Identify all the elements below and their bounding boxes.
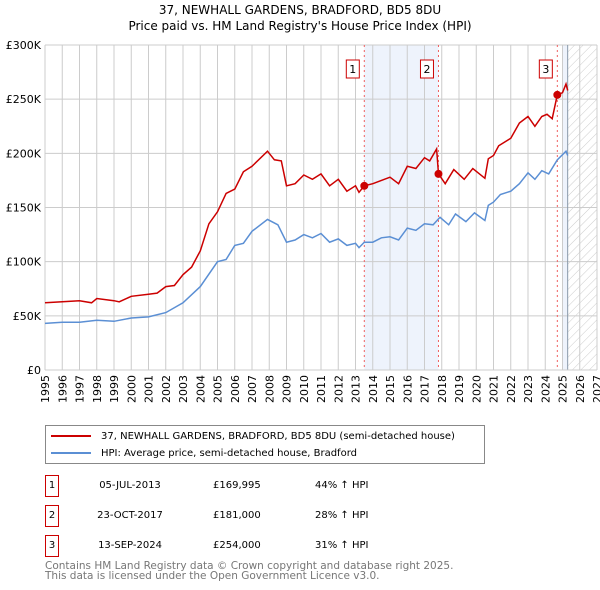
legend-item-property: 37, NEWHALL GARDENS, BRADFORD, BD5 8DU (… xyxy=(51,428,455,444)
legend-label-property: 37, NEWHALL GARDENS, BRADFORD, BD5 8DU (… xyxy=(101,430,455,442)
legend-swatch-property xyxy=(51,435,91,437)
footer-line1: Contains HM Land Registry data © Crown c… xyxy=(45,560,454,572)
x-tick-label: 2022 xyxy=(505,375,518,403)
x-tick-label: 2018 xyxy=(436,375,449,403)
x-tick-label: 2021 xyxy=(488,375,501,403)
x-tick-label: 2019 xyxy=(453,375,466,403)
x-tick-label: 1996 xyxy=(56,375,69,403)
sale-label: 1 xyxy=(349,63,356,76)
x-tick-label: 1998 xyxy=(91,375,104,403)
x-tick-label: 2009 xyxy=(281,375,294,403)
x-tick-label: 1997 xyxy=(74,375,87,403)
y-tick-label: £200K xyxy=(6,147,42,160)
transaction-row: 3 13-SEP-2024 £254,000 31% ↑ HPI xyxy=(45,535,600,557)
sale-label-box: 3 xyxy=(538,59,553,79)
sale-label-border xyxy=(538,59,553,79)
transaction-price: £169,995 xyxy=(213,480,261,491)
x-tick-label: 2016 xyxy=(401,375,414,403)
chart-title: 37, NEWHALL GARDENS, BRADFORD, BD5 8DU xyxy=(158,3,442,17)
transaction-badge: 2 xyxy=(45,505,59,527)
x-tick-label: 2027 xyxy=(591,375,600,403)
transaction-row: 2 23-OCT-2017 £181,000 28% ↑ HPI xyxy=(45,505,600,527)
x-tick-label: 2013 xyxy=(350,375,363,403)
transaction-badge: 1 xyxy=(45,475,59,497)
chart-subtitle: Price paid vs. HM Land Registry's House … xyxy=(128,19,472,33)
hpi-line xyxy=(44,149,569,325)
x-tick-label: 2008 xyxy=(263,375,276,403)
sale-label-box: 2 xyxy=(419,59,434,79)
transaction-delta: 31% ↑ HPI xyxy=(315,540,369,551)
x-tick-label: 2026 xyxy=(574,375,587,403)
y-tick-label: £50K xyxy=(13,310,42,323)
transaction-date: 23-OCT-2017 xyxy=(97,510,163,521)
sale-label-border xyxy=(345,59,360,79)
x-tick-label: 2004 xyxy=(194,375,207,403)
transaction-price: £181,000 xyxy=(213,510,261,521)
sale-label-border xyxy=(419,59,434,79)
y-tick-label: £150K xyxy=(6,202,42,215)
x-tick-label: 2011 xyxy=(315,375,328,403)
x-tick-label: 1995 xyxy=(39,375,52,403)
x-tick-label: 2010 xyxy=(298,375,311,403)
y-tick-label: £100K xyxy=(6,256,42,269)
y-tick-label: £300K xyxy=(6,39,42,52)
transaction-badge: 3 xyxy=(45,535,59,557)
x-tick-label: 2000 xyxy=(125,375,138,403)
sale-label-box: 1 xyxy=(345,59,360,79)
x-tick-label: 2017 xyxy=(419,375,432,403)
transaction-price: £254,000 xyxy=(213,540,261,551)
sale-point xyxy=(360,181,369,190)
y-tick-label: £0 xyxy=(27,364,41,377)
footer: Contains HM Land Registry data © Crown c… xyxy=(45,560,454,582)
transaction-delta: 28% ↑ HPI xyxy=(315,510,369,521)
x-tick-label: 1999 xyxy=(108,375,121,403)
x-tick-label: 2006 xyxy=(229,375,242,403)
x-tick-label: 2024 xyxy=(539,375,552,403)
legend: 37, NEWHALL GARDENS, BRADFORD, BD5 8DU (… xyxy=(45,425,485,464)
x-tick-label: 2007 xyxy=(246,375,259,403)
x-tick-label: 2014 xyxy=(367,375,380,403)
sale-point xyxy=(553,90,562,99)
sale-label: 3 xyxy=(542,63,549,76)
transaction-row: 1 05-JUL-2013 £169,995 44% ↑ HPI xyxy=(45,475,600,497)
sale-point xyxy=(434,169,443,178)
transaction-date: 13-SEP-2024 xyxy=(98,540,162,551)
sale-label: 2 xyxy=(423,63,430,76)
x-tick-label: 2003 xyxy=(177,375,190,403)
property-price-line xyxy=(44,81,569,304)
x-tick-label: 2001 xyxy=(143,375,156,403)
legend-item-hpi: HPI: Average price, semi-detached house,… xyxy=(51,445,357,461)
footer-line2: This data is licensed under the Open Gov… xyxy=(45,570,380,582)
legend-label-hpi: HPI: Average price, semi-detached house,… xyxy=(101,447,357,459)
transaction-date: 05-JUL-2013 xyxy=(99,480,161,491)
x-tick-label: 2002 xyxy=(160,375,173,403)
x-tick-label: 2012 xyxy=(332,375,345,403)
x-tick-label: 2025 xyxy=(557,375,570,403)
x-tick-label: 2015 xyxy=(384,375,397,403)
x-tick-label: 2005 xyxy=(212,375,225,403)
transaction-delta: 44% ↑ HPI xyxy=(315,480,369,491)
price-chart: 1995 1996 1997 1998 1999 2000 2001 2002 2003 2004… xyxy=(6,39,600,403)
y-tick-label: £250K xyxy=(6,93,42,106)
x-tick-label: 2023 xyxy=(522,375,535,403)
x-tick-label: 2020 xyxy=(470,375,483,403)
legend-swatch-hpi xyxy=(51,452,91,454)
